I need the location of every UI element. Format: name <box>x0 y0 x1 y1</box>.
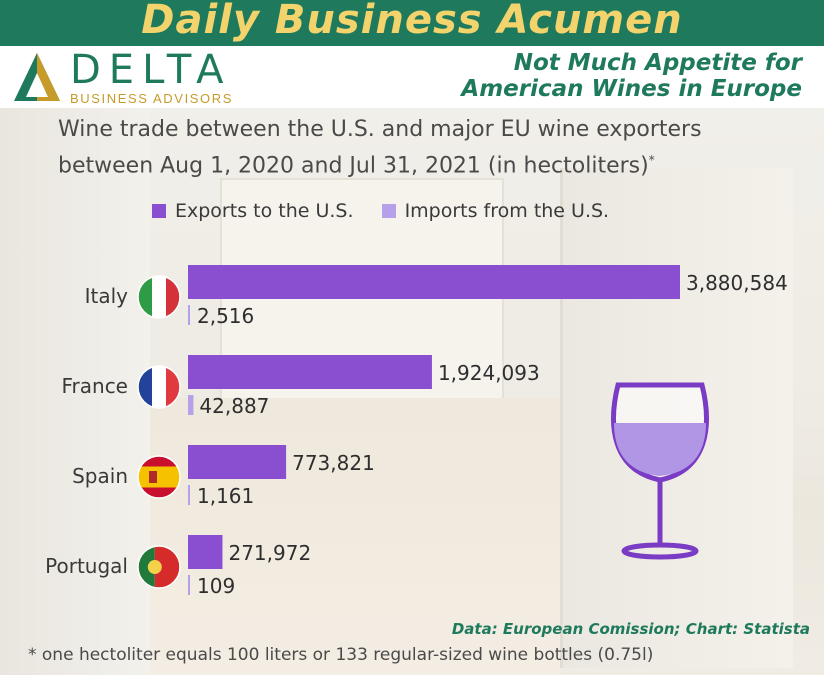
chart-title-line-1: Wine trade between the U.S. and major EU… <box>58 117 702 142</box>
delta-logo-icon <box>14 53 60 101</box>
chart-title: Wine trade between the U.S. and major EU… <box>58 114 798 181</box>
label-exports: 3,880,584 <box>686 271 788 295</box>
wine-glass-icon <box>611 382 709 560</box>
chart-source: Data: European Comission; Chart: Statist… <box>451 620 810 638</box>
legend-swatch-exports <box>152 204 166 218</box>
bar-imports <box>188 485 190 505</box>
title-banner <box>0 0 824 46</box>
flag-border <box>137 275 181 319</box>
headline-line-2: American Wines in Europe <box>461 76 802 102</box>
flag-border <box>137 455 181 499</box>
category-label: Spain <box>72 464 128 488</box>
label-imports: 2,516 <box>197 304 254 328</box>
chart-title-line-2: between Aug 1, 2020 and Jul 31, 2021 (in… <box>58 145 798 181</box>
footnote: * one hectoliter equals 100 liters or 13… <box>28 645 654 665</box>
headline-line-1: Not Much Appetite for <box>513 50 802 76</box>
legend-label-imports: Imports from the U.S. <box>404 200 610 222</box>
legend-item-exports: Exports to the U.S. <box>152 200 354 222</box>
category-label: Portugal <box>45 554 128 578</box>
page-title: Daily Business Acumen <box>141 0 683 43</box>
bar-exports <box>188 355 432 389</box>
label-exports: 773,821 <box>292 451 375 475</box>
logo-subtitle: BUSINESS ADVISORS <box>70 91 234 106</box>
footnote-mark: * <box>648 153 655 167</box>
bar-imports <box>188 305 190 325</box>
bar-exports <box>188 265 680 299</box>
bar-exports <box>188 445 287 479</box>
legend-label-exports: Exports to the U.S. <box>175 200 354 222</box>
spain-flag-icon <box>138 456 180 498</box>
legend-swatch-imports <box>381 204 396 218</box>
label-imports: 109 <box>197 574 235 598</box>
bar-imports <box>188 395 194 415</box>
headline: Not Much Appetite for American Wines in … <box>461 50 802 102</box>
label-imports: 42,887 <box>199 394 269 418</box>
category-label: France <box>61 374 128 398</box>
label-imports: 1,161 <box>197 484 254 508</box>
legend-item-imports: Imports from the U.S. <box>381 200 610 222</box>
chart-title-line-2-text: between Aug 1, 2020 and Jul 31, 2021 (in… <box>58 153 649 179</box>
label-exports: 271,972 <box>228 541 311 565</box>
flag-border <box>137 365 181 409</box>
background-door-left <box>0 108 150 675</box>
flag-border <box>137 545 181 589</box>
logo-bar: DELTA BUSINESS ADVISORS <box>0 46 824 108</box>
category-label: Italy <box>85 284 129 308</box>
label-exports: 1,924,093 <box>438 361 540 385</box>
bar-imports <box>188 575 190 595</box>
logo-name: DELTA <box>70 47 232 93</box>
bar-exports <box>188 535 223 569</box>
chart-legend: Exports to the U.S. Imports from the U.S… <box>152 200 631 223</box>
